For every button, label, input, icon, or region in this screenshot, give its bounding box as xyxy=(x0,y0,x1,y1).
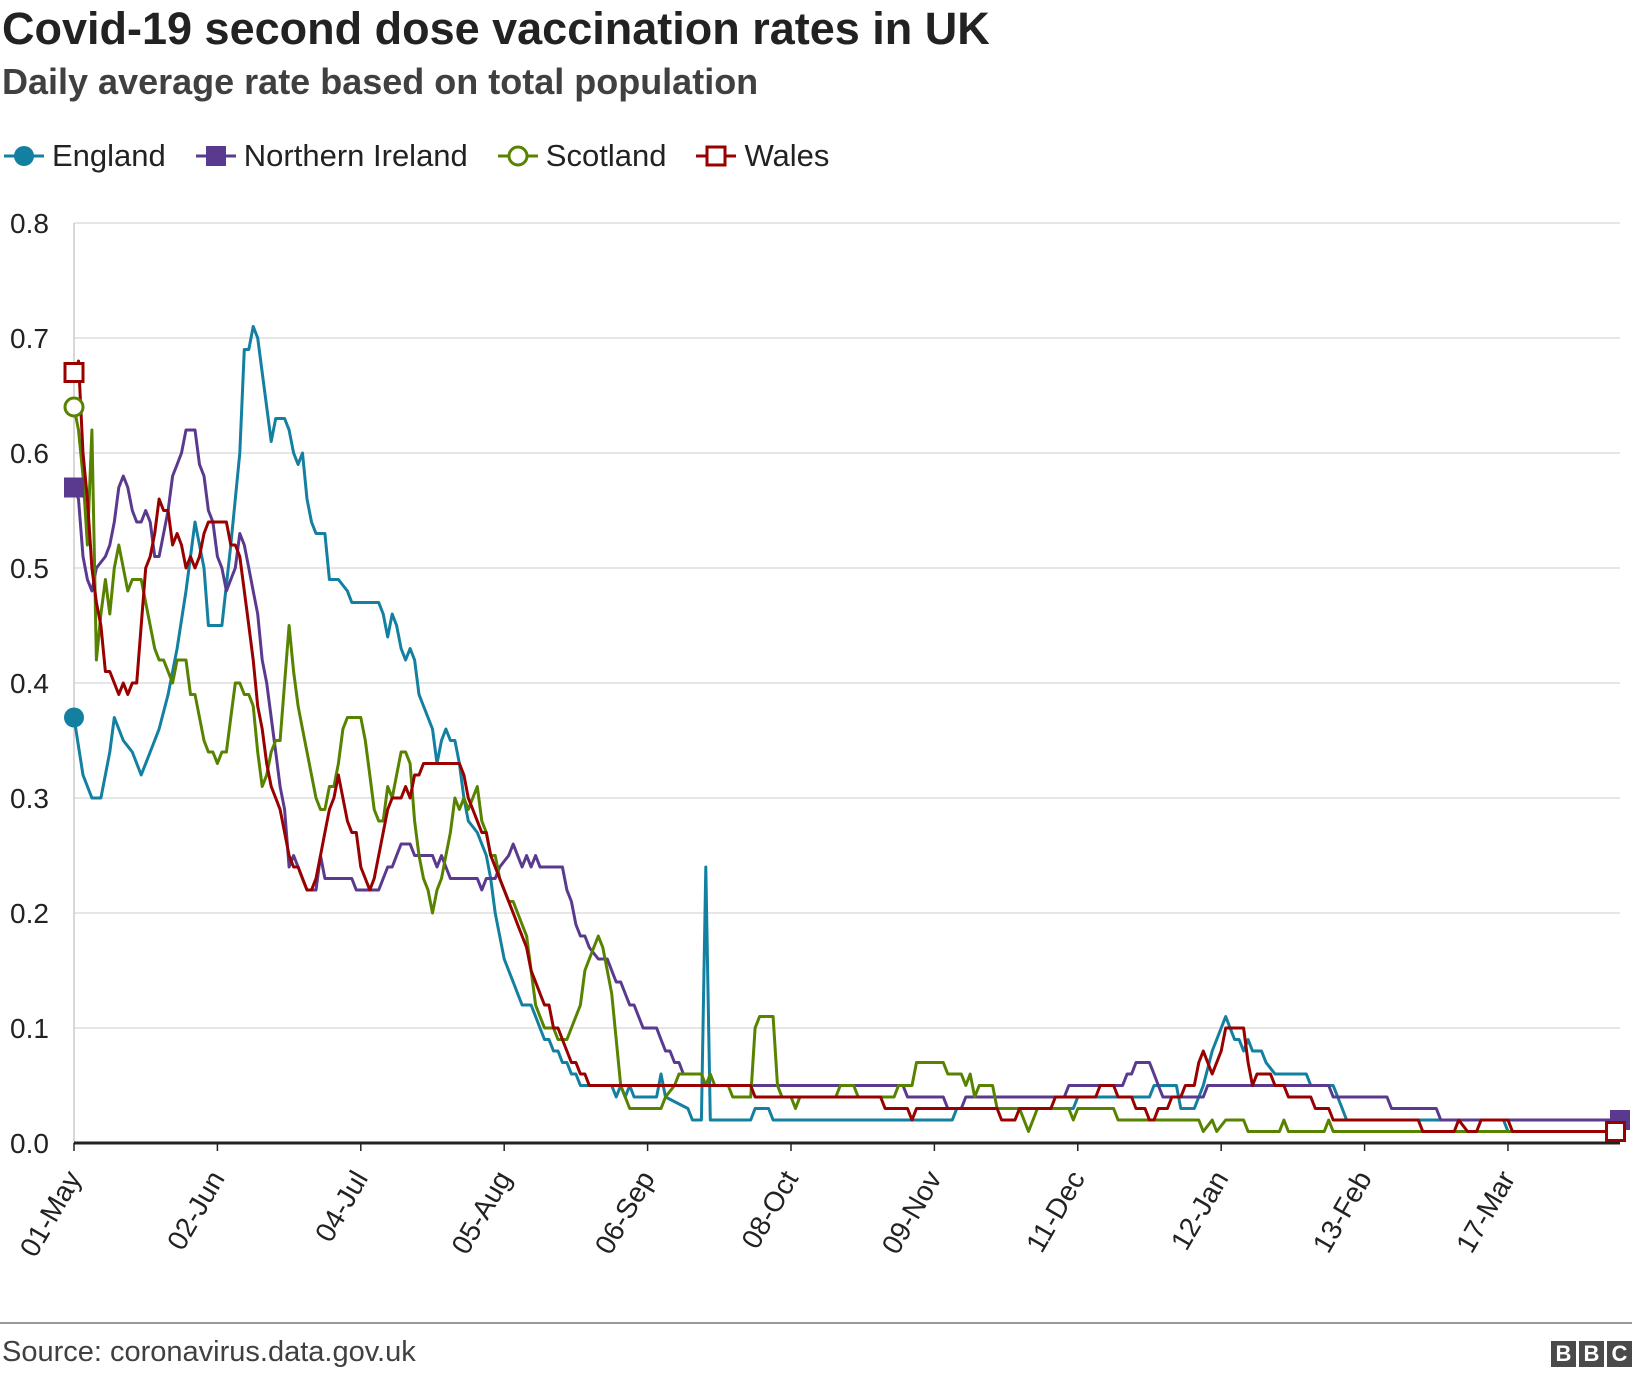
y-tick-label: 0.5 xyxy=(10,553,49,584)
y-tick-label: 0.4 xyxy=(10,668,49,699)
source-note: Source: coronavirus.data.gov.uk xyxy=(2,1336,416,1368)
bbc-logo-block-1: B xyxy=(1551,1341,1576,1367)
legend-item-wales: Wales xyxy=(696,138,829,174)
legend-marker-northern-ireland-icon xyxy=(195,146,236,166)
legend-item-northern-ireland: Northern Ireland xyxy=(195,138,468,174)
x-tick-label: 11-Dec xyxy=(1020,1166,1091,1258)
line-chart: 0.0 0.1 0.2 0.3 0.4 0.5 0.6 0.7 0.8 01-May 02-Jun… xyxy=(10,208,1630,1262)
bbc-logo-block-3: C xyxy=(1607,1341,1632,1367)
legend-marker-scotland-icon xyxy=(497,145,538,167)
series-lines xyxy=(72,325,1622,1133)
y-tick-label: 0.8 xyxy=(10,208,49,239)
y-axis-tick-labels: 0.0 0.1 0.2 0.3 0.4 0.5 0.6 0.7 0.8 xyxy=(10,208,49,1159)
start-marker-scotland xyxy=(63,396,85,418)
legend-label-scotland: Scotland xyxy=(545,138,667,173)
y-tick-label: 0.7 xyxy=(10,323,49,354)
legend-label-wales: Wales xyxy=(744,138,830,173)
bbc-logo-block-2: B xyxy=(1579,1341,1604,1367)
start-marker-northern-ireland xyxy=(64,477,84,498)
x-tick-label: 12-Jan xyxy=(1165,1166,1235,1256)
x-tick-label: 02-Jun xyxy=(161,1166,231,1256)
x-axis-tick-labels: 01-May 02-Jun 04-Jul 05-Aug 06-Sep 08-Oct 09-N… xyxy=(14,1143,1521,1262)
grid-lines xyxy=(73,222,1620,1145)
y-tick-label: 0.0 xyxy=(10,1128,49,1159)
series-line-northern-ireland xyxy=(72,428,1620,1122)
x-tick-label: 05-Aug xyxy=(445,1166,517,1260)
y-tick-label: 0.2 xyxy=(10,898,49,929)
bbc-logo: B B C xyxy=(1548,1341,1632,1367)
legend-label-northern-ireland: Northern Ireland xyxy=(243,138,468,173)
legend-label-england: England xyxy=(52,138,166,173)
x-tick-label: 08-Oct xyxy=(735,1165,804,1253)
x-tick-label: 01-May xyxy=(14,1166,88,1262)
x-tick-label: 04-Jul xyxy=(309,1166,374,1248)
legend-item-scotland: Scotland xyxy=(497,138,667,174)
chart-title: Covid-19 second dose vaccination rates i… xyxy=(2,3,990,54)
end-marker-wales xyxy=(1605,1121,1627,1142)
x-tick-label: 13-Feb xyxy=(1307,1166,1378,1258)
series-line-scotland xyxy=(72,406,1622,1133)
y-tick-label: 0.3 xyxy=(10,783,49,814)
legend-item-england: England xyxy=(4,138,166,174)
chart-subtitle: Daily average rate based on total popula… xyxy=(2,61,759,102)
start-marker-england xyxy=(64,707,84,728)
series-line-wales xyxy=(72,359,1616,1133)
x-tick-label: 09-Nov xyxy=(876,1166,948,1260)
legend-marker-england-icon xyxy=(4,146,44,166)
x-tick-label: 17-Mar xyxy=(1450,1166,1521,1258)
y-tick-label: 0.6 xyxy=(10,438,49,469)
legend-marker-wales-icon xyxy=(696,145,737,167)
series-markers xyxy=(63,362,1630,1142)
start-marker-wales xyxy=(63,362,85,383)
x-tick-label: 06-Sep xyxy=(589,1166,661,1260)
footer-divider xyxy=(0,1322,1632,1324)
legend: England Northern Ireland Scotland Wales xyxy=(4,134,859,178)
y-tick-label: 0.1 xyxy=(10,1013,49,1044)
series-line-england xyxy=(72,325,1622,1133)
